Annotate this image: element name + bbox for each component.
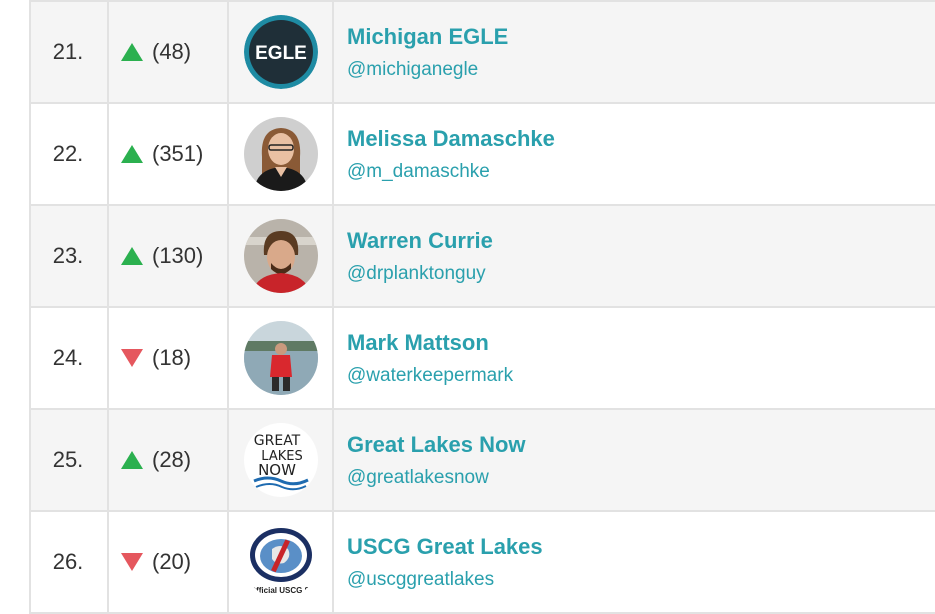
- table-row: 22. (351) Melissa Damaschke @m_damaschke: [29, 102, 935, 204]
- table-row: 24. (18) Mark Mattson @waterkeeperma: [29, 306, 935, 408]
- change-cell: (351): [109, 104, 229, 204]
- account-handle-link[interactable]: @greatlakesnow: [347, 467, 489, 488]
- account-handle-link[interactable]: @waterkeepermark: [347, 365, 514, 386]
- avatar-cell: EGLE: [229, 2, 334, 102]
- rank-number: 21.: [52, 39, 84, 64]
- egle-logo-text: EGLE: [255, 43, 307, 64]
- rank-number: 26.: [52, 549, 84, 574]
- profile-photo-icon[interactable]: [243, 117, 318, 191]
- account-cell: Melissa Damaschke @m_damaschke: [334, 104, 935, 204]
- account-handle-link[interactable]: @uscggreatlakes: [347, 569, 495, 590]
- profile-photo-icon[interactable]: [243, 321, 318, 395]
- change-cell: (130): [109, 206, 229, 306]
- uscg-seal-icon[interactable]: Official USCG Si: [243, 525, 318, 599]
- seal-caption: Official USCG Si: [249, 586, 311, 595]
- table-row: 21. (48) EGLE Michigan EGLE @michiganegl…: [29, 0, 935, 102]
- ranking-table: 21. (48) EGLE Michigan EGLE @michiganegl…: [29, 0, 935, 614]
- rank-change: (28): [152, 447, 192, 472]
- logo-text-line: NOW: [258, 461, 296, 479]
- account-handle-link[interactable]: @michiganegle: [347, 59, 479, 80]
- rank-change: (48): [152, 39, 192, 64]
- rank-cell: 26.: [29, 512, 109, 612]
- account-handle-link[interactable]: @m_damaschke: [347, 161, 490, 182]
- great-lakes-now-logo-icon[interactable]: GREAT LAKES NOW: [243, 423, 318, 497]
- rank-number: 22.: [52, 141, 84, 166]
- account-cell: Mark Mattson @waterkeepermark: [334, 308, 935, 408]
- change-cell: (18): [109, 308, 229, 408]
- account-name-link[interactable]: USCG Great Lakes: [347, 534, 543, 559]
- rank-number: 23.: [52, 243, 84, 268]
- logo-text-line: LAKES: [261, 449, 302, 464]
- table-row: 25. (28) GREAT LAKES NOW Great Lakes Now…: [29, 408, 935, 510]
- change-cell: (48): [109, 2, 229, 102]
- trend-up-icon: [121, 247, 143, 265]
- account-cell: Michigan EGLE @michiganegle: [334, 2, 935, 102]
- change-cell: (28): [109, 410, 229, 510]
- rank-change: (20): [152, 549, 192, 574]
- rank-cell: 24.: [29, 308, 109, 408]
- account-cell: Warren Currie @drplanktonguy: [334, 206, 935, 306]
- rank-change: (351): [152, 141, 204, 166]
- rank-cell: 25.: [29, 410, 109, 510]
- avatar-cell: [229, 206, 334, 306]
- avatar-cell: Official USCG Si: [229, 512, 334, 612]
- account-handle-link[interactable]: @drplanktonguy: [347, 263, 486, 284]
- egle-logo-icon[interactable]: EGLE: [243, 15, 318, 89]
- rank-number: 24.: [52, 345, 84, 370]
- trend-down-icon: [121, 553, 143, 571]
- trend-up-icon: [121, 451, 143, 469]
- account-cell: Great Lakes Now @greatlakesnow: [334, 410, 935, 510]
- change-cell: (20): [109, 512, 229, 612]
- account-name-link[interactable]: Mark Mattson: [347, 330, 489, 355]
- account-name-link[interactable]: Melissa Damaschke: [347, 126, 555, 151]
- account-name-link[interactable]: Warren Currie: [347, 228, 493, 253]
- account-cell: USCG Great Lakes @uscggreatlakes: [334, 512, 935, 612]
- logo-text-line: GREAT: [253, 433, 300, 449]
- rank-cell: 23.: [29, 206, 109, 306]
- trend-up-icon: [121, 145, 143, 163]
- trend-down-icon: [121, 349, 143, 367]
- rank-cell: 21.: [29, 2, 109, 102]
- account-name-link[interactable]: Great Lakes Now: [347, 432, 526, 457]
- profile-photo-icon[interactable]: [243, 219, 318, 293]
- table-row: 26. (20) Official USCG Si USCG Great Lak…: [29, 510, 935, 614]
- rank-change: (18): [152, 345, 192, 370]
- table-row: 23. (130) Warren Currie @drplanktonguy: [29, 204, 935, 306]
- avatar-cell: [229, 104, 334, 204]
- trend-up-icon: [121, 43, 143, 61]
- account-name-link[interactable]: Michigan EGLE: [347, 24, 509, 49]
- rank-number: 25.: [52, 447, 84, 472]
- avatar-cell: GREAT LAKES NOW: [229, 410, 334, 510]
- avatar-cell: [229, 308, 334, 408]
- rank-change: (130): [152, 243, 204, 268]
- rank-cell: 22.: [29, 104, 109, 204]
